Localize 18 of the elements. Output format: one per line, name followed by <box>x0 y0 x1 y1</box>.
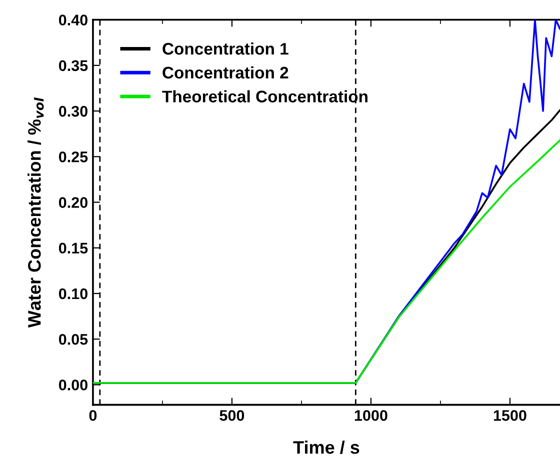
legend-label: Concentration 1 <box>162 42 288 55</box>
y-tick-label: 0.20 <box>58 197 88 208</box>
y-tick-label: 0.25 <box>58 152 88 162</box>
legend-label: Theoretical Concentration <box>162 90 368 102</box>
x-tick-label: 0 <box>89 410 97 421</box>
y-tick-label: 0.30 <box>58 106 88 117</box>
y-tick-label: 0.40 <box>58 14 88 26</box>
x-axis-title: Time / s <box>293 440 360 454</box>
x-tick-label: 1000 <box>354 410 388 421</box>
y-tick-label: 0.35 <box>58 60 88 72</box>
x-tick-label: 500 <box>220 410 244 421</box>
y-tick-label: 0.10 <box>58 288 88 300</box>
y-axis-title: Water Concentration / %$_{vol}$ <box>28 97 44 328</box>
y-tick-label: 0.00 <box>58 380 88 390</box>
legend-label: Concentration 2 <box>162 66 288 79</box>
y-tick-label: 0.05 <box>58 334 88 345</box>
x-tick-label: 1500 <box>494 410 526 421</box>
y-tick-label: 0.15 <box>58 242 88 254</box>
